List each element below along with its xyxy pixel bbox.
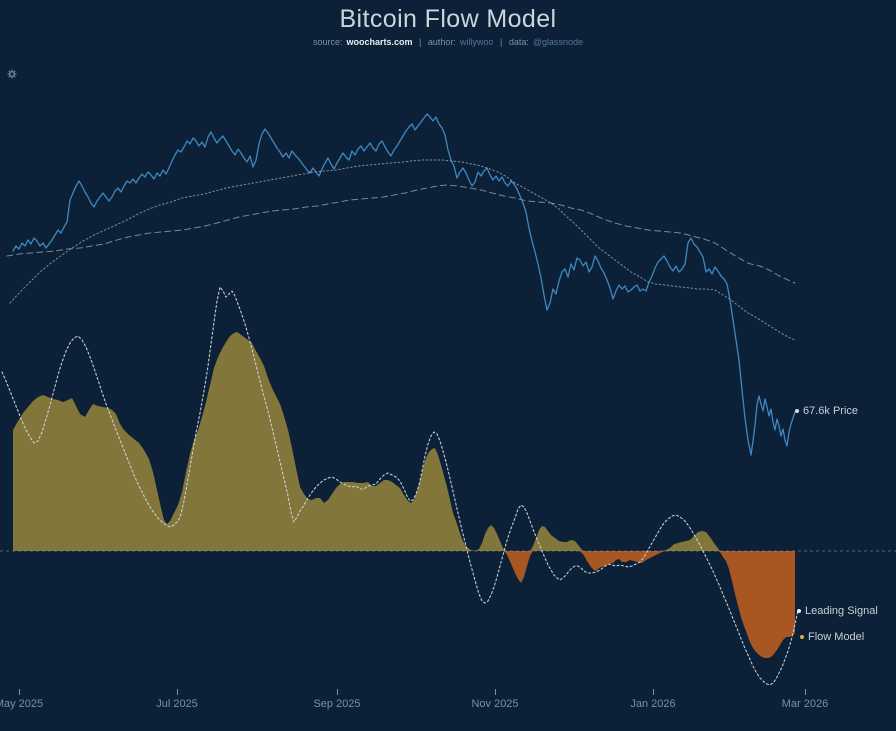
source-prefix-label: source: [312, 37, 343, 47]
flow-model-label-text: Flow Model [808, 631, 865, 643]
price-end-label: 67.6k Price [795, 405, 858, 417]
leading-signal-dot-icon [797, 609, 801, 613]
leading-signal-label: Leading Signal [797, 605, 878, 617]
chart-subtitle: source: woocharts.com | author: willywoo |… [0, 37, 896, 47]
price-dot-icon [795, 409, 799, 413]
author-link[interactable]: willywoo [459, 37, 494, 47]
source-site-link[interactable]: woocharts.com [346, 37, 413, 47]
page-title: Bitcoin Flow Model [339, 5, 557, 33]
separator: | [419, 37, 422, 47]
price-end-label-text: 67.6k Price [803, 405, 859, 417]
settings-icon[interactable] [7, 66, 17, 79]
chart-header: Bitcoin Flow Model source: woocharts.com … [0, 0, 896, 47]
flow-model-dot-icon [800, 635, 804, 639]
data-prefix-label: data: [508, 37, 529, 47]
separator: | [499, 37, 503, 47]
leading-signal-label-text: Leading Signal [805, 605, 878, 617]
flow-model-label: Flow Model [800, 631, 864, 643]
data-credit-link[interactable]: @glassnode [532, 37, 584, 47]
author-prefix-label: author: [427, 37, 456, 47]
